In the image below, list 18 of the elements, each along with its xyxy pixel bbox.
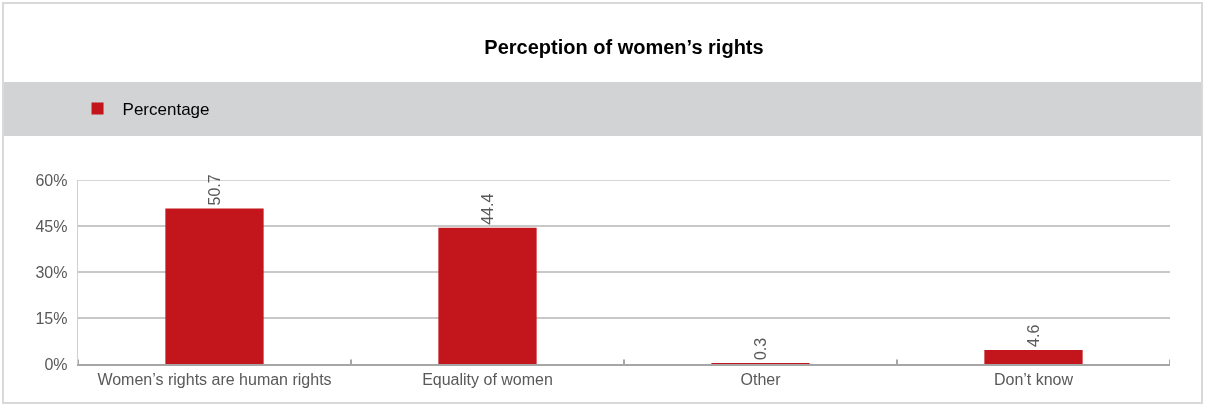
x-tick-label: Don’t know [993, 371, 1074, 389]
legend-label: Percentage [122, 100, 210, 120]
y-tick-label: 0% [44, 355, 68, 373]
bar [165, 208, 264, 364]
x-tick-label: Equality of women [422, 371, 553, 389]
data-label: 50.7 [206, 174, 223, 206]
bar [984, 349, 1083, 364]
x-tick-label: Other [740, 371, 782, 389]
chart-title: Perception of women’s rights [484, 36, 764, 58]
data-label: 0.3 [752, 337, 769, 361]
data-label: 4.6 [1025, 324, 1042, 347]
bar [438, 227, 537, 364]
y-tick-label: 30% [35, 263, 68, 281]
y-tick-label: 45% [35, 217, 68, 235]
data-label: 44.4 [479, 193, 496, 225]
x-tick-label: Women’s rights are human rights [97, 371, 332, 389]
y-tick-label: 60% [35, 171, 68, 189]
y-tick-label: 15% [35, 309, 68, 327]
